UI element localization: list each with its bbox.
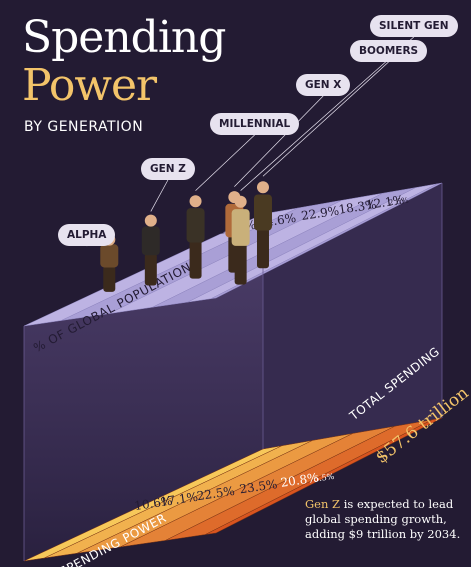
generation-connector	[234, 95, 324, 187]
figure-head	[256, 181, 269, 194]
figure-head	[144, 214, 157, 227]
footnote-text: is expected to lead global spending grow…	[305, 497, 461, 541]
figure-head	[234, 195, 247, 208]
title-line-1: Spending	[22, 12, 226, 63]
spending-value-label: 10.6%	[133, 494, 173, 513]
generation-figure	[253, 181, 272, 269]
generation-connector	[195, 134, 255, 191]
generation-figure	[231, 195, 250, 285]
figure-legs	[103, 265, 116, 292]
population-value-label: 2.6%	[388, 196, 410, 208]
figure-legs	[256, 227, 269, 269]
subtitle: BY GENERATION	[24, 119, 144, 135]
figure-legs	[144, 253, 157, 286]
spending-value-label: 22.5%	[196, 484, 236, 503]
generation-figure	[141, 214, 160, 286]
generation-label: MILLENNIAL	[210, 113, 300, 135]
figure-torso	[186, 208, 205, 243]
figure-head	[189, 195, 202, 208]
generation-figure	[186, 195, 205, 279]
footnote: Gen Z is expected to lead global spendin…	[305, 497, 470, 542]
figure-torso	[253, 194, 272, 231]
figure-legs	[234, 243, 247, 285]
spending-value-label: 5.5%	[313, 472, 335, 484]
spending-value-label: 20.8%	[280, 471, 320, 490]
spending-value-label: 17.1%	[159, 490, 199, 509]
figure-torso	[100, 244, 119, 268]
generation-connector	[240, 36, 414, 191]
generation-label: ALPHA	[58, 224, 116, 246]
figure-torso	[141, 226, 160, 256]
population-value-label: 18.3%	[338, 197, 378, 216]
generation-label: GEN Z	[141, 158, 195, 180]
figure-legs	[189, 239, 202, 279]
generation-connector	[150, 179, 169, 212]
spending-value-label: 23.5%	[239, 477, 279, 496]
generation-connector	[262, 61, 389, 177]
generation-label: GEN X	[296, 74, 351, 96]
generation-label: BOOMERS	[350, 40, 428, 62]
population-value-label: 12.1%	[365, 193, 405, 212]
population-value-label: 22.9%	[300, 204, 340, 223]
figure-torso	[231, 209, 250, 246]
title-line-2: Power	[22, 60, 157, 111]
generation-label: SILENT GEN	[370, 15, 458, 37]
footnote-highlight: Gen Z	[305, 497, 341, 511]
